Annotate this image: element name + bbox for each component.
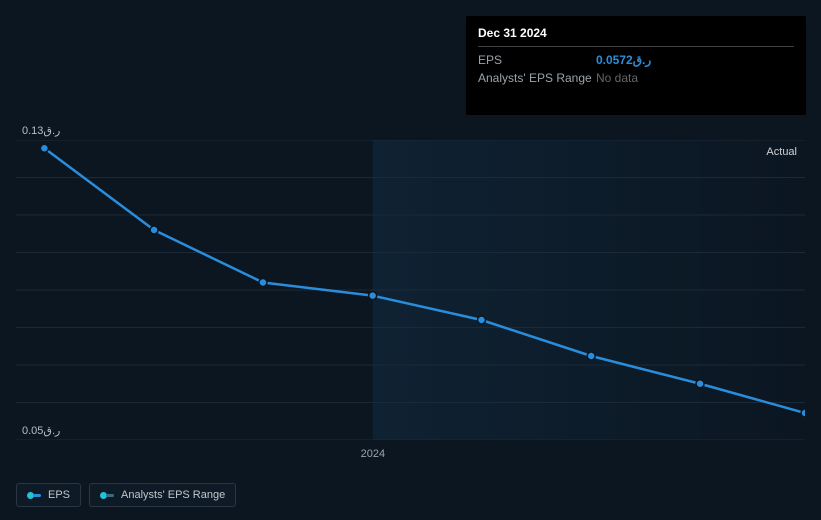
tooltip-range-label: Analysts' EPS Range bbox=[478, 71, 596, 85]
tooltip-card: Dec 31 2024 EPS ر.ق0.0572 Analysts' EPS … bbox=[466, 16, 806, 115]
tooltip-divider bbox=[478, 46, 794, 47]
legend-label: EPS bbox=[48, 489, 70, 501]
legend-item-eps[interactable]: EPS bbox=[16, 483, 81, 507]
legend-label: Analysts' EPS Range bbox=[121, 489, 225, 501]
legend: EPS Analysts' EPS Range bbox=[16, 483, 236, 507]
tooltip-eps-value: ر.ق0.0572 bbox=[596, 53, 651, 67]
tooltip-date: Dec 31 2024 bbox=[478, 24, 794, 46]
y-tick-label: ر.ق0.05 bbox=[22, 424, 60, 437]
y-tick-label: ر.ق0.13 bbox=[22, 124, 60, 137]
chart-screenshot: Dec 31 2024 EPS ر.ق0.0572 Analysts' EPS … bbox=[0, 0, 821, 520]
actual-label: Actual bbox=[766, 146, 797, 158]
chart-svg bbox=[16, 140, 805, 440]
legend-item-range[interactable]: Analysts' EPS Range bbox=[89, 483, 236, 507]
tooltip-eps-label: EPS bbox=[478, 53, 596, 67]
tooltip-row-eps: EPS ر.ق0.0572 bbox=[478, 51, 794, 69]
tooltip-row-range: Analysts' EPS Range No data bbox=[478, 69, 794, 87]
x-tick-label: 2024 bbox=[361, 448, 385, 460]
chart-area: ر.ق0.13ر.ق0.05 2024 Actual bbox=[16, 140, 805, 440]
legend-swatch bbox=[100, 492, 114, 499]
legend-swatch bbox=[27, 492, 41, 499]
tooltip-range-value: No data bbox=[596, 71, 638, 85]
